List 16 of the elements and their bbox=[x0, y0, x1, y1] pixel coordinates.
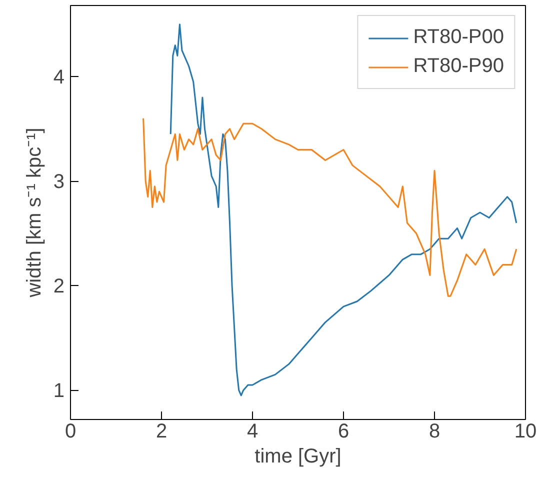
x-tick-label: 4 bbox=[246, 420, 258, 442]
x-axis-title: time [Gyr] bbox=[254, 446, 342, 468]
line-series bbox=[170, 24, 518, 396]
y-tick-label: 2 bbox=[53, 276, 64, 298]
x-tick-label: 6 bbox=[338, 420, 350, 442]
x-tick-label: 0 bbox=[64, 420, 76, 442]
x-tick-label: 10 bbox=[514, 420, 537, 442]
x-tick-label: 8 bbox=[428, 420, 440, 442]
y-tick-label: 3 bbox=[53, 171, 64, 194]
y-axis-title: width [km s⁻¹ kpc⁻¹] bbox=[23, 128, 46, 298]
y-tick-label: 4 bbox=[53, 66, 64, 89]
legend-label: RT80-P90 bbox=[413, 55, 504, 78]
legend-label: RT80-P00 bbox=[413, 26, 504, 49]
y-tick-label: 1 bbox=[53, 380, 64, 402]
line-series bbox=[142, 118, 518, 297]
x-tick-label: 2 bbox=[156, 420, 168, 442]
